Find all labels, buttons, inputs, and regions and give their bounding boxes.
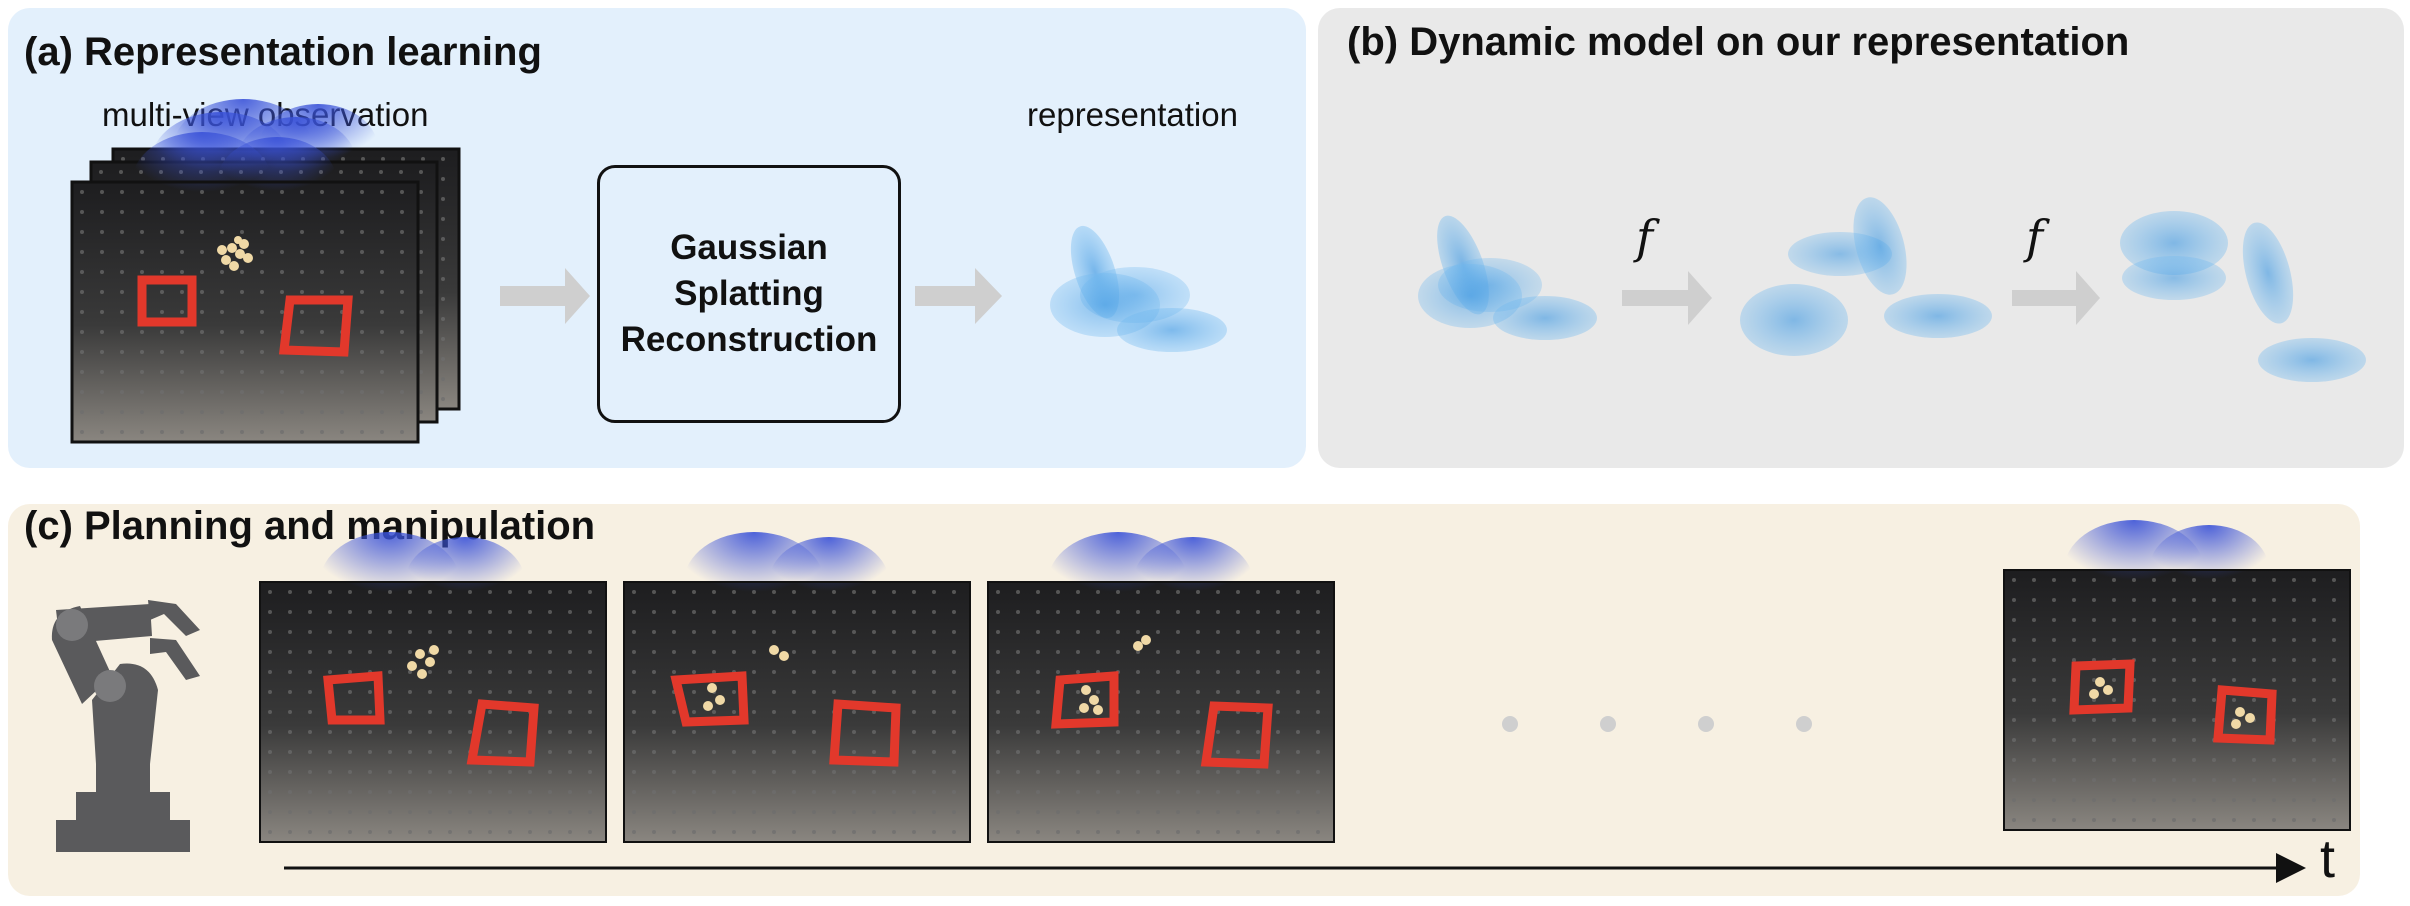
process-line-3: Reconstruction — [620, 320, 878, 359]
gaussians-state-3 — [2120, 211, 2366, 382]
dynamics-arrow-1 — [1622, 271, 1712, 325]
dynamics-function-symbol-2: f — [2026, 210, 2044, 264]
gaussian-splatting-box: Gaussian Splatting Reconstruction — [597, 165, 901, 423]
planning-frame-1 — [259, 532, 607, 843]
observation-photo-front — [70, 132, 420, 444]
multi-view-image-stack — [70, 99, 461, 444]
dynamics-function-symbol-1: f — [1636, 210, 1654, 264]
process-line-1: Gaussian — [670, 228, 828, 267]
gaussians-state-1 — [1418, 215, 1597, 340]
planning-frame-final — [2003, 520, 2351, 831]
gaussians-state-2 — [1740, 197, 1992, 356]
panel-b-title: (b) Dynamic model on our representation — [1347, 20, 2130, 64]
representation-label: representation — [1027, 96, 1238, 133]
time-axis-label: t — [2320, 829, 2336, 889]
panel-a-title: (a) Representation learning — [24, 30, 542, 74]
ellipsis-dots — [1502, 716, 1812, 732]
arrow-to-representation — [915, 268, 1002, 324]
dynamics-arrow-2 — [2012, 271, 2100, 325]
process-line-2: Splatting — [674, 274, 824, 313]
planning-frame-2 — [623, 532, 971, 843]
panel-c-title: (c) Planning and manipulation — [24, 504, 596, 548]
robot-arm-icon — [51, 600, 200, 852]
planning-frame-3 — [987, 532, 1335, 843]
arrow-to-reconstruction — [500, 268, 590, 324]
representation-gaussians — [1050, 225, 1227, 352]
